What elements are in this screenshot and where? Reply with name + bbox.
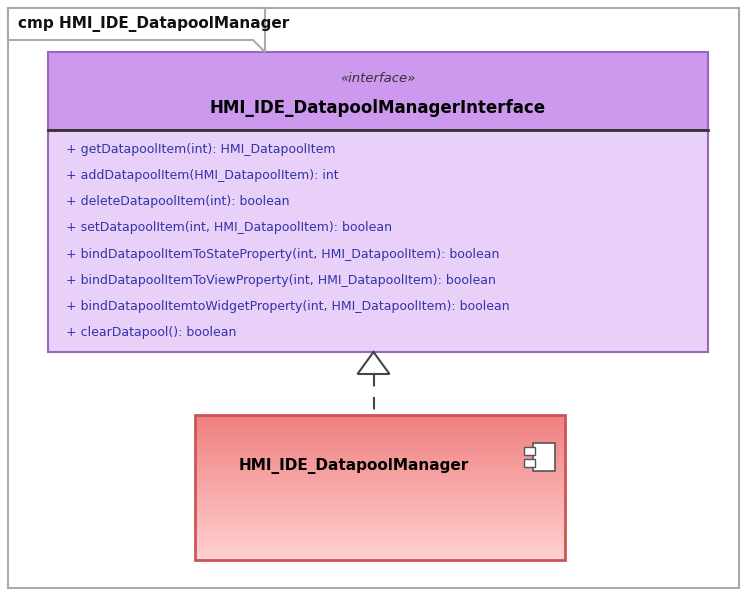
Text: + clearDatapool(): boolean: + clearDatapool(): boolean bbox=[66, 326, 236, 339]
Polygon shape bbox=[8, 8, 265, 52]
Polygon shape bbox=[358, 352, 389, 374]
FancyBboxPatch shape bbox=[524, 447, 535, 455]
Text: + bindDatapoolItemToStateProperty(int, HMI_DatapoolItem): boolean: + bindDatapoolItemToStateProperty(int, H… bbox=[66, 247, 500, 260]
FancyBboxPatch shape bbox=[8, 8, 739, 588]
Text: «interface»: «interface» bbox=[341, 72, 415, 85]
FancyBboxPatch shape bbox=[524, 459, 535, 467]
Text: + bindDatapoolItemToViewProperty(int, HMI_DatapoolItem): boolean: + bindDatapoolItemToViewProperty(int, HM… bbox=[66, 274, 496, 287]
Text: HMI_IDE_DatapoolManagerInterface: HMI_IDE_DatapoolManagerInterface bbox=[210, 99, 546, 117]
Text: + addDatapoolItem(HMI_DatapoolItem): int: + addDatapoolItem(HMI_DatapoolItem): int bbox=[66, 169, 338, 182]
Text: + bindDatapoolItemtoWidgetProperty(int, HMI_DatapoolItem): boolean: + bindDatapoolItemtoWidgetProperty(int, … bbox=[66, 300, 509, 313]
FancyBboxPatch shape bbox=[533, 443, 555, 471]
Text: + deleteDatapoolItem(int): boolean: + deleteDatapoolItem(int): boolean bbox=[66, 195, 290, 209]
Text: HMI_IDE_DatapoolManager: HMI_IDE_DatapoolManager bbox=[239, 458, 469, 474]
Text: cmp HMI_IDE_DatapoolManager: cmp HMI_IDE_DatapoolManager bbox=[18, 16, 289, 32]
Text: + getDatapoolItem(int): HMI_DatapoolItem: + getDatapoolItem(int): HMI_DatapoolItem bbox=[66, 143, 335, 156]
FancyBboxPatch shape bbox=[48, 52, 708, 130]
Text: + setDatapoolItem(int, HMI_DatapoolItem): boolean: + setDatapoolItem(int, HMI_DatapoolItem)… bbox=[66, 222, 392, 234]
FancyBboxPatch shape bbox=[48, 130, 708, 352]
